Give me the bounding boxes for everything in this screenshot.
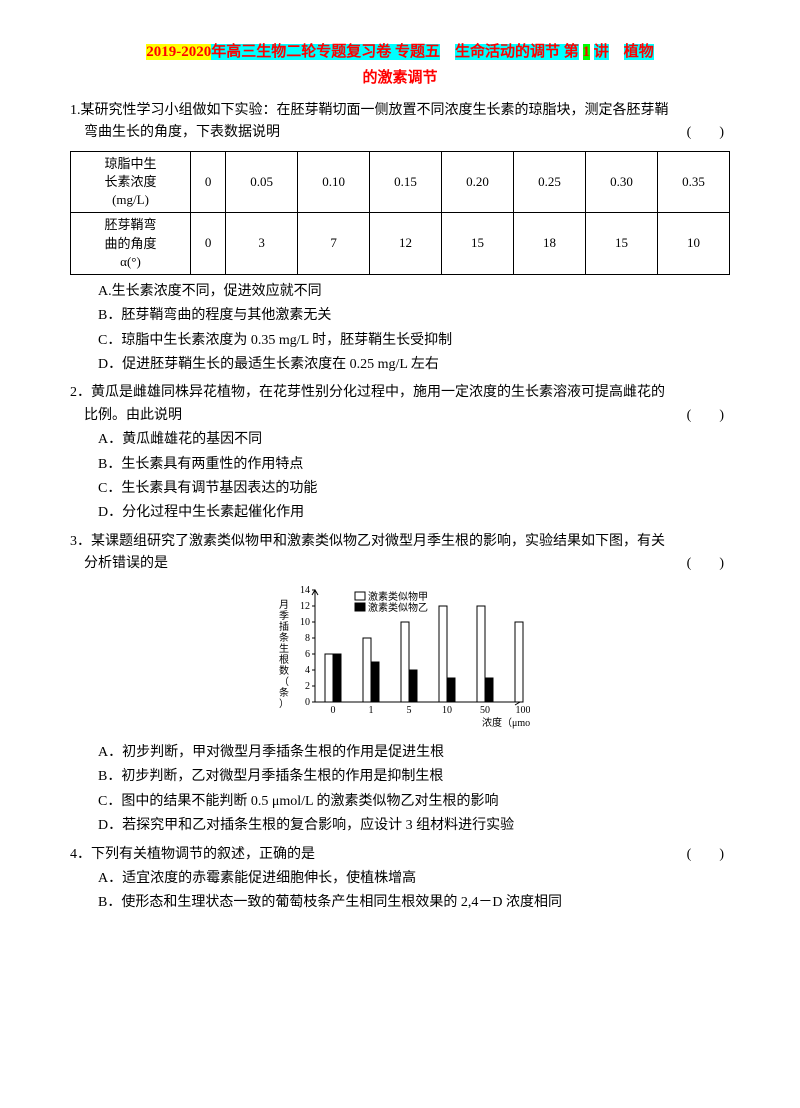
q3-chart-svg: 024681012140151050100浓度（μmol/L）月季插条生根数（条… — [270, 580, 530, 730]
table-row1-head: 琼脂中生 长素浓度 (mg/L) — [71, 151, 191, 213]
svg-text:数: 数 — [279, 664, 289, 677]
q1-option-c: C．琼脂中生长素浓度为 0.35 mg/L 时，胚芽鞘生长受抑制 — [70, 330, 730, 352]
title-seg6: 植物 — [624, 44, 654, 60]
table-cell: 0.30 — [585, 151, 657, 213]
q2-option-b: B．生长素具有两重性的作用特点 — [70, 454, 730, 476]
svg-text:激素类似物甲: 激素类似物甲 — [368, 590, 428, 603]
svg-text:12: 12 — [300, 601, 310, 612]
q3-stem2-text: 分析错误的是 — [84, 556, 168, 571]
svg-text:月: 月 — [279, 599, 289, 611]
q2-option-c: C．生长素具有调节基因表达的功能 — [70, 478, 730, 500]
q4-stem: 4．下列有关植物调节的叙述，正确的是 ( ) — [70, 844, 730, 866]
svg-text:0: 0 — [305, 697, 310, 708]
table-row2-head: 胚芽鞘弯 曲的角度 α(°) — [71, 213, 191, 275]
q3-option-d: D．若探究甲和乙对插条生根的复合影响，应设计 3 组材料进行实验 — [70, 815, 730, 837]
table-cell: 18 — [514, 213, 586, 275]
title-seg3: 生命活动的调节 第 — [455, 44, 579, 60]
q2-paren: ( ) — [687, 405, 724, 427]
svg-text:（: （ — [279, 676, 289, 688]
q1-stem-line1: 1.某研究性学习小组做如下实验：在胚芽鞘切面一侧放置不同浓度生长素的琼脂块，测定… — [70, 100, 730, 122]
r1l2: 长素浓度 — [75, 173, 186, 191]
table-cell: 15 — [585, 213, 657, 275]
q3-option-b: B．初步判断，乙对微型月季插条生根的作用是抑制生根 — [70, 766, 730, 788]
q3-stem-line1: 3．某课题组研究了激素类似物甲和激素类似物乙对微型月季生根的影响，实验结果如下图… — [70, 531, 730, 553]
r2l1: 胚芽鞘弯 — [75, 216, 186, 234]
svg-text:6: 6 — [305, 649, 310, 660]
svg-text:2: 2 — [305, 681, 310, 692]
svg-text:条: 条 — [279, 686, 289, 699]
table-cell: 0.25 — [514, 151, 586, 213]
table-cell: 12 — [370, 213, 442, 275]
q2-stem-line1: 2．黄瓜是雌雄同株异花植物，在花芽性别分化过程中，施用一定浓度的生长素溶液可提高… — [70, 382, 730, 404]
q4-stem-text: 4．下列有关植物调节的叙述，正确的是 — [70, 847, 315, 862]
r1l1: 琼脂中生 — [75, 155, 186, 173]
svg-text:4: 4 — [305, 665, 310, 676]
q4-paren: ( ) — [687, 844, 724, 866]
table-cell: 0.15 — [370, 151, 442, 213]
table-cell: 0.10 — [298, 151, 370, 213]
q3-stem-line2: 分析错误的是 ( ) — [70, 553, 730, 575]
doc-title-line2: 的激素调节 — [70, 66, 730, 90]
q1-option-d: D．促进胚芽鞘生长的最适生长素浓度在 0.25 mg/L 左右 — [70, 354, 730, 376]
table-cell: 0.05 — [226, 151, 298, 213]
svg-text:1: 1 — [369, 705, 374, 716]
table-cell: 3 — [226, 213, 298, 275]
table-cell: 7 — [298, 213, 370, 275]
q3-chart: 024681012140151050100浓度（μmol/L）月季插条生根数（条… — [70, 580, 730, 738]
q4-option-a: A．适宜浓度的赤霉素能促进细胞伸长，使植株增高 — [70, 868, 730, 890]
q1-data-table: 琼脂中生 长素浓度 (mg/L) 0 0.05 0.10 0.15 0.20 0… — [70, 151, 730, 275]
svg-text:100: 100 — [516, 705, 531, 716]
q2-stem2-text: 比例。由此说明 — [84, 408, 182, 423]
q4-option-b: B．使形态和生理状态一致的葡萄枝条产生相同生根效果的 2,4－D 浓度相同 — [70, 892, 730, 914]
q1-option-b: B．胚芽鞘弯曲的程度与其他激素无关 — [70, 305, 730, 327]
r2l2: 曲的角度 — [75, 235, 186, 253]
svg-text:激素类似物乙: 激素类似物乙 — [368, 601, 428, 614]
svg-text:10: 10 — [300, 617, 310, 628]
r2l3: α(°) — [75, 253, 186, 271]
q1-paren: ( ) — [687, 122, 724, 144]
svg-text:根: 根 — [279, 653, 289, 666]
title-seg2: 年高三生物二轮专题复习卷 专题五 — [211, 44, 440, 60]
svg-text:0: 0 — [331, 705, 336, 716]
svg-text:生: 生 — [279, 642, 289, 655]
svg-text:50: 50 — [480, 705, 490, 716]
svg-text:10: 10 — [442, 705, 452, 716]
title-year: 2019-2020 — [146, 44, 211, 60]
q1-stem2-text: 弯曲生长的角度，下表数据说明 — [84, 125, 280, 140]
svg-text:）: ） — [279, 698, 289, 710]
svg-text:条: 条 — [279, 631, 289, 644]
q3-paren: ( ) — [687, 553, 724, 575]
table-cell: 0 — [191, 213, 226, 275]
svg-text:插: 插 — [279, 620, 289, 633]
q1-option-a: A.生长素浓度不同，促进效应就不同 — [70, 281, 730, 303]
svg-text:5: 5 — [407, 705, 412, 716]
doc-title-line1: 2019-2020年高三生物二轮专题复习卷 专题五 生命活动的调节 第 1 讲 … — [70, 40, 730, 64]
svg-text:8: 8 — [305, 633, 310, 644]
svg-text:季: 季 — [279, 610, 289, 622]
table-cell: 0.20 — [442, 151, 514, 213]
title-seg4: 1 — [583, 44, 591, 60]
q2-option-d: D．分化过程中生长素起催化作用 — [70, 502, 730, 524]
q2-option-a: A．黄瓜雌雄花的基因不同 — [70, 429, 730, 451]
title-seg5: 讲 — [594, 44, 609, 60]
table-cell: 15 — [442, 213, 514, 275]
q1-stem-line2: 弯曲生长的角度，下表数据说明 ( ) — [70, 122, 730, 144]
table-cell: 0 — [191, 151, 226, 213]
svg-text:14: 14 — [300, 585, 310, 596]
q2-stem-line2: 比例。由此说明 ( ) — [70, 405, 730, 427]
table-cell: 0.35 — [657, 151, 729, 213]
r1l3: (mg/L) — [75, 191, 186, 209]
svg-text:浓度（μmol/L）: 浓度（μmol/L） — [482, 716, 530, 729]
q3-option-a: A．初步判断，甲对微型月季插条生根的作用是促进生根 — [70, 742, 730, 764]
table-cell: 10 — [657, 213, 729, 275]
q3-option-c: C．图中的结果不能判断 0.5 μmol/L 的激素类似物乙对生根的影响 — [70, 791, 730, 813]
